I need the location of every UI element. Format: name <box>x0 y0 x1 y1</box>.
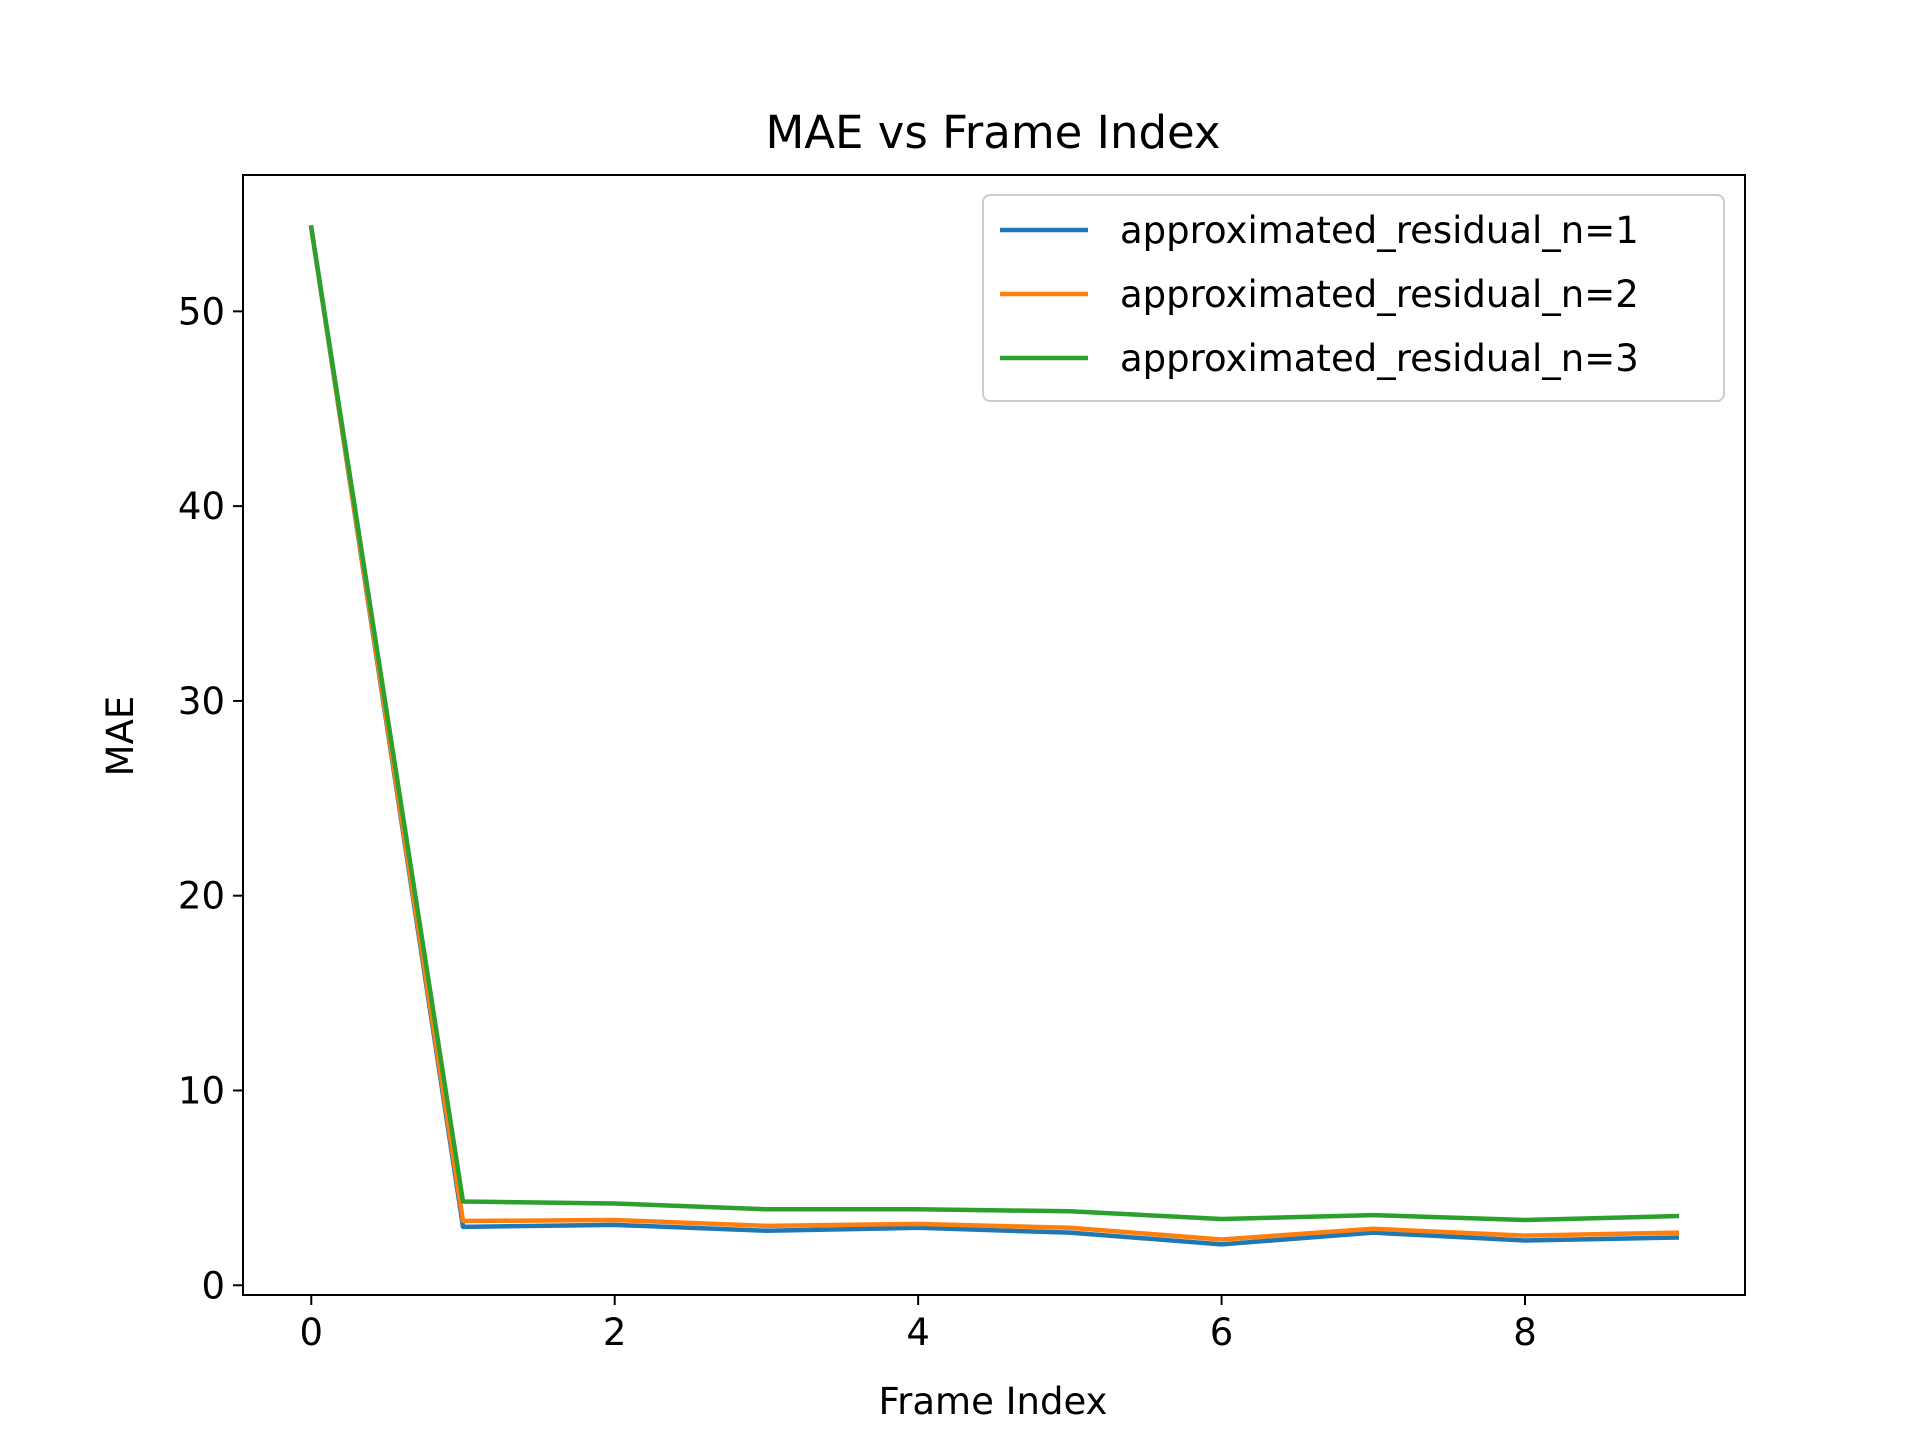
y-tick-label: 20 <box>178 875 225 918</box>
y-tick-label: 0 <box>201 1264 225 1307</box>
x-tick-label: 4 <box>906 1311 930 1354</box>
legend-label: approximated_residual_n=2 <box>1120 273 1639 316</box>
y-tick-label: 10 <box>178 1069 225 1112</box>
y-tick-label: 30 <box>178 680 225 723</box>
y-tick-label: 40 <box>178 485 225 528</box>
legend-box <box>982 194 1725 402</box>
y-axis-label: MAE <box>99 696 142 777</box>
legend-label: approximated_residual_n=1 <box>1120 209 1639 252</box>
plot-area <box>308 225 1680 1247</box>
legend-label: approximated_residual_n=3 <box>1120 337 1639 380</box>
x-tick-label: 6 <box>1210 1311 1234 1354</box>
x-axis-label: Frame Index <box>879 1380 1108 1423</box>
axes-frame <box>242 174 1746 1296</box>
series-line-n2 <box>308 225 1680 1242</box>
x-tick-label: 8 <box>1513 1311 1537 1354</box>
x-tick-label: 2 <box>603 1311 627 1354</box>
x-tick-label: 0 <box>299 1311 323 1354</box>
series-line-n1 <box>308 225 1680 1247</box>
series-line-n3 <box>308 225 1680 1223</box>
chart-title: MAE vs Frame Index <box>765 106 1220 159</box>
legend: approximated_residual_n=1 approximated_re… <box>982 194 1725 402</box>
x-axis: 0 2 4 6 8 <box>299 1295 1537 1354</box>
y-axis: 0 10 20 30 40 50 <box>178 290 243 1307</box>
y-tick-label: 50 <box>178 290 225 333</box>
